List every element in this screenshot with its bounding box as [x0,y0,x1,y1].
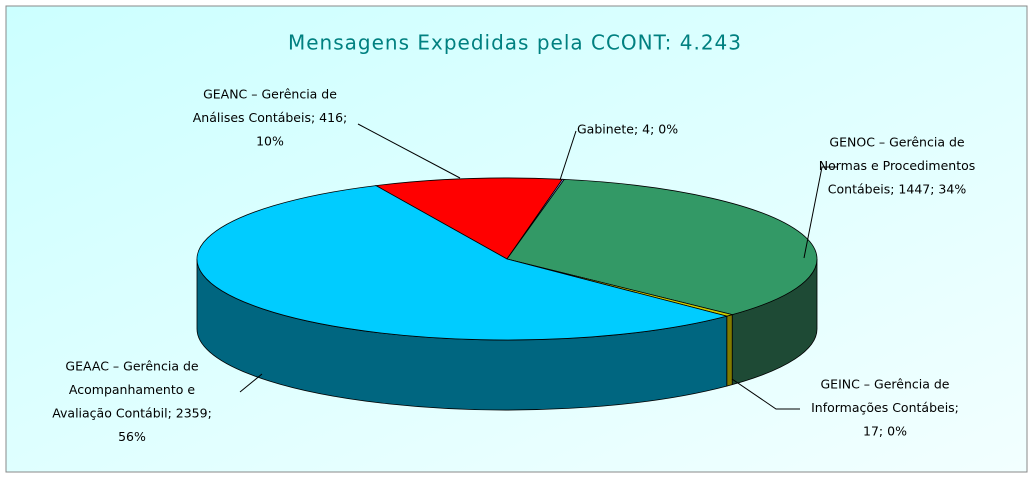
labels: GEANC – Gerência de Análises Contábeis; 4… [52,87,975,445]
data-label: Acompanhamento e [69,382,195,397]
chart-title: Mensagens Expedidas pela CCONT: 4.243 [288,31,742,55]
slice-side [726,314,733,387]
data-label: 56% [118,429,146,444]
data-label: GEANC – Gerência de [203,87,337,102]
data-label: Gabinete; 4; 0% [577,122,678,137]
leader-line [803,166,838,259]
leader-line [239,373,263,393]
data-label: 10% [256,134,284,149]
data-label: Contábeis; 1447; 34% [828,182,967,197]
data-label: Avaliação Contábil; 2359; [52,406,212,421]
data-label: 17; 0% [863,424,907,439]
slice [374,177,564,260]
leader-line [731,378,800,410]
leader-line [559,130,577,181]
slice [506,178,818,316]
leader-line [357,123,461,179]
data-label: Informações Contábeis; [811,400,959,415]
pie [196,177,818,411]
data-label: GEINC – Gerência de [820,377,949,392]
data-label: GEAAC – Gerência de [65,359,199,374]
data-label: GENOC – Gerência de [829,135,964,150]
slice [196,185,729,341]
data-label: Normas e Procedimentos [819,158,976,173]
data-label: Análises Contábeis; 416; [193,110,348,125]
